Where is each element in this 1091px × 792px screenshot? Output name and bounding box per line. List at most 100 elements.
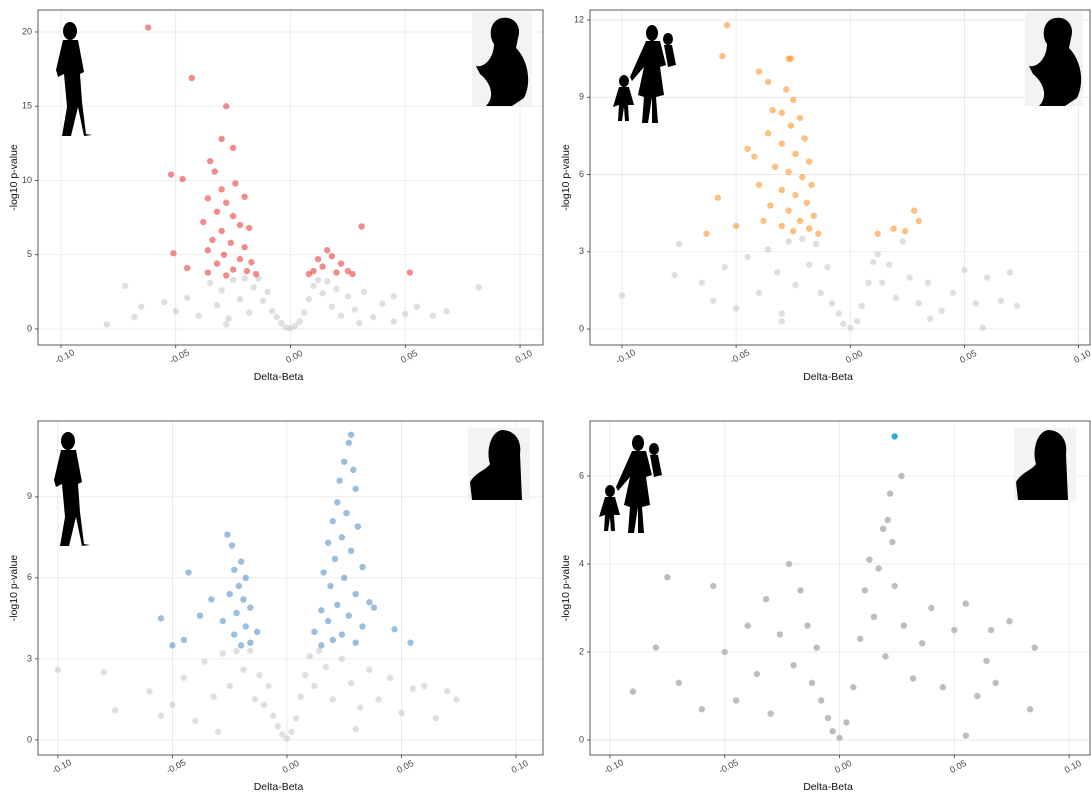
point	[824, 264, 831, 271]
point	[774, 269, 781, 276]
point	[812, 240, 820, 248]
point	[413, 303, 420, 310]
point	[1006, 269, 1014, 276]
point	[259, 297, 267, 304]
point	[103, 321, 111, 328]
point	[797, 587, 804, 594]
point	[755, 289, 763, 297]
panel: 0 2 4 6 -0.10 -0.05 0.00 0.05 0.10 Delta-Beta -log…	[560, 420, 1091, 792]
point	[344, 267, 352, 275]
point	[744, 622, 751, 629]
point	[796, 217, 804, 225]
point	[719, 52, 726, 60]
point	[341, 574, 348, 582]
point	[241, 244, 248, 251]
point	[247, 647, 254, 654]
point	[192, 717, 199, 725]
point	[311, 682, 318, 690]
point	[870, 613, 878, 621]
point	[180, 636, 188, 644]
point	[215, 728, 222, 735]
point	[172, 307, 179, 315]
point	[169, 701, 176, 708]
point	[237, 642, 245, 649]
point	[402, 310, 409, 318]
point	[337, 312, 345, 319]
point	[629, 688, 637, 695]
woman-silhouette	[54, 432, 90, 546]
point	[315, 647, 323, 654]
point	[229, 266, 237, 273]
point	[751, 153, 758, 160]
point	[785, 207, 792, 214]
point	[843, 719, 850, 726]
point	[322, 663, 330, 671]
point	[771, 163, 779, 171]
point	[345, 439, 352, 447]
point	[219, 650, 227, 657]
point	[785, 560, 793, 568]
point	[179, 175, 186, 183]
point	[206, 157, 214, 165]
point	[398, 709, 405, 717]
point	[926, 315, 934, 322]
point	[753, 670, 761, 678]
point	[733, 697, 740, 704]
point	[359, 623, 366, 630]
point	[801, 135, 808, 142]
point	[338, 631, 346, 638]
point	[698, 279, 706, 286]
point	[866, 556, 873, 563]
plot-border	[37, 420, 544, 756]
point	[352, 485, 359, 492]
point	[209, 236, 216, 244]
point	[962, 732, 970, 739]
y-tick-label: 3	[579, 246, 584, 256]
point	[805, 261, 813, 268]
point	[329, 517, 336, 525]
point	[357, 704, 364, 711]
y-tick-label: 6	[579, 169, 584, 179]
point	[236, 296, 244, 303]
point	[213, 260, 221, 267]
point	[799, 235, 806, 243]
point	[352, 639, 359, 646]
point	[799, 173, 806, 181]
panel: 0 5 10 15 20 -0.10 -0.05 0.00 0.05 0.10 Delta-Beta…	[8, 9, 544, 383]
point	[157, 615, 165, 622]
point	[1006, 618, 1013, 625]
point	[324, 247, 331, 254]
point	[835, 310, 843, 317]
point	[850, 684, 857, 691]
point	[778, 140, 785, 147]
point	[792, 282, 799, 289]
point	[789, 96, 797, 104]
point	[675, 679, 683, 687]
point	[664, 574, 671, 581]
point	[347, 431, 355, 438]
pregnant-silhouette	[1025, 12, 1083, 106]
point	[879, 279, 886, 286]
point	[671, 271, 678, 279]
point	[898, 472, 905, 480]
point	[817, 697, 825, 704]
point	[218, 287, 225, 294]
point	[314, 255, 322, 263]
point	[360, 288, 368, 296]
point	[228, 542, 236, 549]
point	[778, 186, 785, 194]
point	[443, 307, 450, 315]
x-tick-label: 0.05	[395, 758, 415, 775]
point	[229, 276, 237, 284]
point	[762, 596, 770, 603]
point	[324, 539, 332, 546]
point	[409, 685, 417, 692]
point	[247, 604, 254, 611]
point	[951, 626, 958, 634]
point	[236, 255, 244, 263]
point	[984, 274, 991, 281]
point	[240, 596, 247, 603]
point	[223, 272, 230, 279]
x-tick-label: 0.00	[844, 348, 864, 365]
